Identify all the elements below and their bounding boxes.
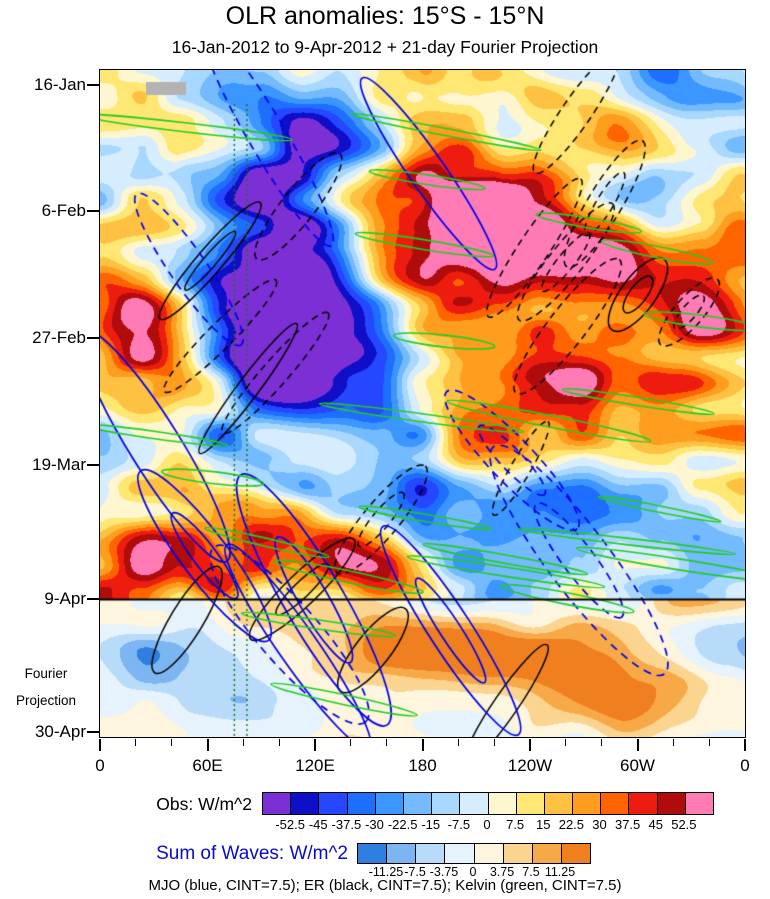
hovmoller-plot-area bbox=[98, 68, 746, 738]
longitude-minor-tick bbox=[278, 739, 280, 746]
colorbar-tick-label: 45 bbox=[648, 817, 663, 832]
colorbar-tick-label: -22.5 bbox=[387, 817, 418, 832]
colorbar-tick-label: -45 bbox=[308, 817, 328, 832]
chart-subtitle: 16-Jan-2012 to 9-Apr-2012 + 21-day Fouri… bbox=[171, 37, 599, 57]
obs-colorbar bbox=[262, 792, 714, 815]
time-tick-mark bbox=[87, 337, 100, 339]
colorbar-tick-label: -3.75 bbox=[429, 865, 459, 879]
time-tick-label: 9-Apr bbox=[44, 588, 86, 608]
time-tick-mark bbox=[87, 597, 100, 600]
colorbar-cell bbox=[488, 793, 517, 814]
colorbar-cell bbox=[319, 793, 348, 814]
longitude-tick-mark bbox=[206, 739, 209, 751]
contour-legend: MJO (blue, CINT=7.5); ER (black, CINT=7.… bbox=[148, 877, 622, 894]
chart-title: OLR anomalies: 15°S - 15°N bbox=[225, 2, 545, 30]
waves-colorbar-ticks: -11.25 -7.5 -3.75 0 3.75 7.5 11.25 bbox=[357, 865, 589, 881]
time-tick-mark bbox=[87, 84, 100, 86]
fourier-label-line1: Fourier bbox=[24, 666, 68, 681]
longitude-tick-mark bbox=[421, 739, 424, 751]
colorbar-cell bbox=[432, 793, 461, 814]
colorbar-cell bbox=[375, 793, 404, 814]
time-tick-label: 6-Feb bbox=[41, 201, 86, 220]
longitude-tick-mark bbox=[529, 739, 531, 751]
colorbar-tick-label: -30 bbox=[365, 817, 384, 832]
longitude-tick-label: 180 bbox=[408, 756, 437, 775]
colorbar-tick-label: -15 bbox=[421, 817, 441, 832]
colorbar-tick-label: 15 bbox=[536, 817, 551, 832]
longitude-tick-mark bbox=[636, 739, 639, 751]
longitude-minor-tick bbox=[672, 739, 674, 746]
colorbar-tick-label: -11.25 bbox=[368, 865, 404, 879]
longitude-minor-tick bbox=[386, 739, 388, 746]
longitude-tick-label: 60E bbox=[192, 756, 223, 775]
time-tick-mark bbox=[87, 210, 100, 212]
colorbar-tick-label: 37.5 bbox=[614, 817, 641, 832]
colorbar-tick-label: 7.5 bbox=[506, 817, 525, 832]
colorbar-tick-label: 3.75 bbox=[489, 865, 515, 879]
time-tick-label: 30-Apr bbox=[34, 721, 86, 741]
colorbar-tick-label: 0 bbox=[469, 865, 477, 879]
longitude-minor-tick bbox=[457, 739, 459, 746]
longitude-tick-mark bbox=[99, 739, 101, 751]
colorbar-cell bbox=[358, 844, 388, 863]
colorbar-tick-label: 11.25 bbox=[544, 865, 576, 879]
longitude-tick-label: 0 bbox=[740, 756, 750, 775]
longitude-minor-tick bbox=[601, 739, 603, 746]
colorbar-cell bbox=[516, 793, 545, 814]
colorbar-cell bbox=[445, 844, 475, 863]
colorbar-cell bbox=[403, 793, 433, 814]
colorbar-tick-label: -7.5 bbox=[404, 865, 426, 879]
fourier-projection-label: Fourier Projection bbox=[0, 660, 92, 714]
colorbar-tick-label: -52.5 bbox=[275, 817, 305, 832]
colorbar-tick-label: -37.5 bbox=[331, 817, 362, 832]
colorbar-tick-label: 7.5 bbox=[522, 865, 540, 879]
colorbar-tick-label: 0 bbox=[483, 817, 491, 832]
colorbar-cell bbox=[263, 793, 292, 814]
colorbar-tick-label: -7.5 bbox=[447, 817, 471, 832]
longitude-minor-tick bbox=[242, 739, 244, 746]
fourier-label-line2: Projection bbox=[15, 693, 77, 708]
colorbar-cell bbox=[544, 793, 574, 814]
longitude-tick-label: 0 bbox=[95, 756, 105, 775]
colorbar-cell bbox=[503, 844, 533, 863]
longitude-tick-mark bbox=[744, 739, 746, 751]
anomaly-field-canvas bbox=[99, 69, 745, 737]
colorbar-cell bbox=[601, 793, 630, 814]
time-tick-label: 16-Jan bbox=[34, 75, 86, 94]
longitude-minor-tick bbox=[171, 739, 173, 746]
colorbar-cell bbox=[573, 793, 602, 814]
longitude-minor-tick bbox=[565, 739, 567, 746]
colorbar-cell bbox=[629, 793, 658, 814]
colorbar-tick-label: 52.5 bbox=[671, 817, 697, 832]
colorbar-cell bbox=[387, 844, 417, 863]
time-tick-mark bbox=[87, 730, 100, 733]
colorbar-cell bbox=[416, 844, 446, 863]
colorbar-tick-label: 22.5 bbox=[558, 817, 585, 832]
time-tick-label: 19-Mar bbox=[32, 454, 86, 474]
colorbar-cell bbox=[657, 793, 686, 814]
longitude-tick-label: 60W bbox=[620, 756, 655, 775]
waves-colorbar-label: Sum of Waves: W/m^2 bbox=[156, 843, 348, 864]
obs-colorbar-ticks: -52.5 -45 -37.5 -30 -22.5 -15 -7.5 0 7.5 15 22.5 30… bbox=[262, 817, 712, 833]
longitude-minor-tick bbox=[135, 739, 137, 746]
colorbar-cell bbox=[685, 793, 713, 814]
colorbar-cell bbox=[474, 844, 504, 863]
colorbar-cell bbox=[291, 793, 320, 814]
colorbar-cell bbox=[460, 793, 489, 814]
time-tick-label: 27-Feb bbox=[32, 328, 86, 347]
colorbar-cell bbox=[561, 844, 590, 863]
longitude-tick-label: 120W bbox=[507, 756, 553, 775]
colorbar-cell bbox=[532, 844, 562, 863]
longitude-tick-label: 120E bbox=[295, 756, 335, 775]
colorbar-tick-label: 30 bbox=[592, 817, 607, 832]
waves-colorbar bbox=[357, 843, 591, 864]
time-tick-mark bbox=[87, 463, 100, 466]
obs-colorbar-label: Obs: W/m^2 bbox=[156, 794, 252, 814]
longitude-tick-mark bbox=[314, 739, 316, 751]
colorbar-cell bbox=[347, 793, 376, 814]
longitude-minor-tick bbox=[708, 739, 710, 746]
longitude-minor-tick bbox=[350, 739, 352, 746]
longitude-minor-tick bbox=[493, 739, 495, 746]
